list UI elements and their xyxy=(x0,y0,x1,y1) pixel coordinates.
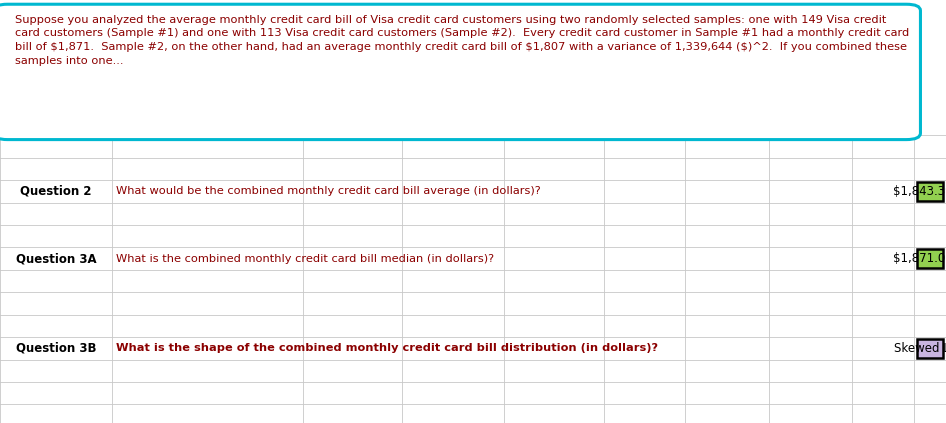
Text: Suppose you analyzed the average monthly credit card bill of Visa credit card cu: Suppose you analyzed the average monthly… xyxy=(15,15,909,66)
Text: $1,871.0000: $1,871.0000 xyxy=(893,252,946,265)
Text: Skewed Left: Skewed Left xyxy=(894,342,946,355)
FancyBboxPatch shape xyxy=(0,4,920,140)
Text: What is the combined monthly credit card bill median (in dollars)?: What is the combined monthly credit card… xyxy=(116,254,495,264)
Text: What is the shape of the combined monthly credit card bill distribution (in doll: What is the shape of the combined monthl… xyxy=(116,343,658,353)
Text: $1,843.3969: $1,843.3969 xyxy=(893,185,946,198)
Text: Question 3A: Question 3A xyxy=(15,252,96,265)
Text: Question 3B: Question 3B xyxy=(15,342,96,355)
FancyBboxPatch shape xyxy=(917,249,943,268)
Text: What would be the combined monthly credit card bill average (in dollars)?: What would be the combined monthly credi… xyxy=(116,187,541,196)
Text: Question 2: Question 2 xyxy=(20,185,92,198)
FancyBboxPatch shape xyxy=(917,339,943,358)
FancyBboxPatch shape xyxy=(917,182,943,201)
